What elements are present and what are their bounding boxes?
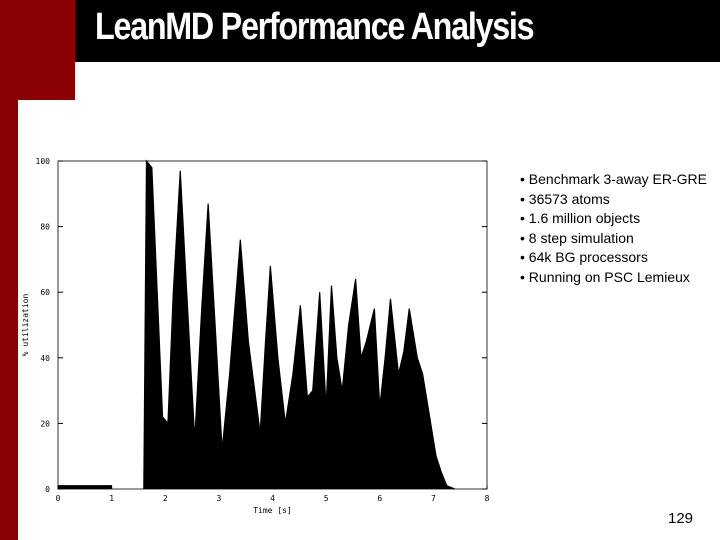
x-tick-label: 1	[109, 494, 114, 503]
x-tick-label: 0	[56, 494, 61, 503]
y-tick-label: 0	[45, 485, 50, 494]
bullet: • Running on PSC Lemieux	[520, 268, 690, 285]
title-bar	[75, 0, 720, 62]
x-tick-label: 5	[324, 494, 329, 503]
y-tick-label: 20	[40, 419, 50, 428]
corner-block	[0, 0, 75, 100]
bullet: • 36573 atoms	[520, 190, 610, 207]
y-tick-label: 80	[40, 223, 50, 232]
y-tick-label: 60	[40, 288, 50, 297]
bullet: • Benchmark 3-away ER-GRE	[520, 171, 707, 187]
chart: 0 20 40 60 80 100 0 1 2 3 4 5 6 7 8 Time [s] % utilizati…	[21, 157, 490, 515]
bullet: • 64k BG processors	[520, 249, 648, 265]
x-tick-label: 3	[216, 494, 221, 503]
slide-title: LeanMD Performance Analysis	[95, 6, 535, 48]
page-number: 129	[668, 510, 694, 527]
x-axis-label: Time [s]	[253, 506, 292, 515]
bullet: • 1.6 million objects	[520, 210, 641, 226]
y-axis-label: % utilization	[21, 294, 30, 357]
bullet: • 8 step simulation	[520, 229, 634, 246]
y-tick-label: 40	[40, 354, 50, 363]
x-tick-label: 6	[377, 494, 382, 503]
x-tick-label: 4	[270, 494, 275, 503]
side-bar	[0, 0, 18, 540]
area-fill	[58, 161, 455, 489]
x-tick-label: 2	[163, 494, 168, 503]
bullet-list: • Benchmark 3-away ER-GRE • 36573 atoms • …	[520, 170, 715, 287]
area-line	[58, 159, 456, 490]
x-tick-label: 7	[431, 494, 436, 503]
x-tick-label: 8	[485, 494, 490, 503]
y-tick-label: 100	[36, 157, 51, 166]
